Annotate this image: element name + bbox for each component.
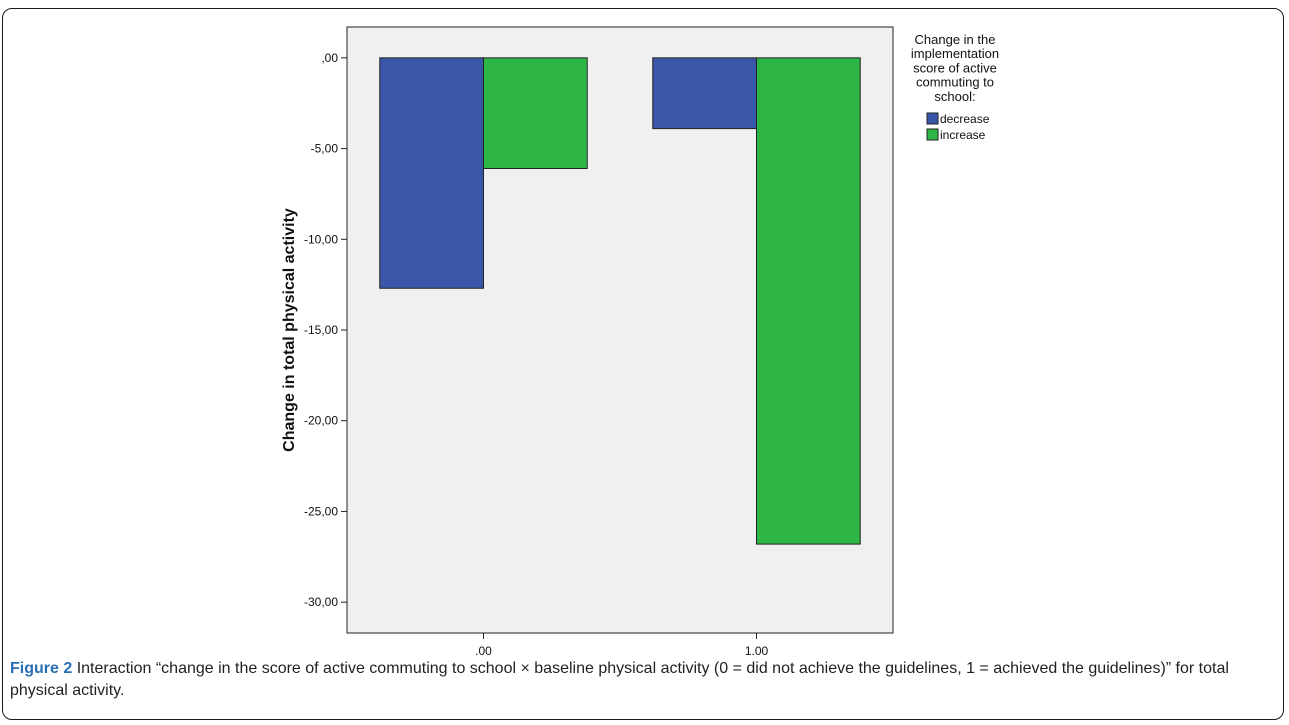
y-tick-label: -15,00 [304, 323, 338, 337]
legend-title-line: commuting to [916, 75, 994, 90]
caption-label: Figure 2 [10, 660, 73, 677]
figure-frame [2, 8, 1284, 720]
bar-increase [483, 57, 588, 170]
y-tick-label: -20,00 [304, 414, 338, 428]
caption-text: Interaction “change in the score of acti… [10, 660, 1229, 699]
bar-decrease [379, 57, 485, 289]
y-tick-label: ,00 [321, 51, 338, 65]
legend-title-line: implementation [911, 46, 999, 61]
y-tick-label: -5,00 [311, 142, 339, 156]
legend-title-line: school: [934, 89, 975, 104]
x-tick-label: 1.00 [745, 644, 769, 658]
bar-decrease [652, 57, 758, 130]
x-tick-label: .00 [475, 644, 492, 658]
y-tick-label: -30,00 [304, 595, 338, 609]
legend-swatch-increase [926, 128, 939, 141]
bar-chart: ,00 -5,00 -10,00 -15,00 -20,00 -25,00 -30,00 .… [281, 26, 999, 658]
legend-label-increase: increase [940, 128, 986, 142]
figure-caption: Figure 2 Interaction “change in the scor… [10, 658, 1270, 702]
y-tick-label: -10,00 [304, 232, 338, 246]
y-axis-label: Change in total physical activity [281, 208, 298, 452]
legend-swatch-decrease [926, 112, 939, 125]
legend-title-line: score of active [913, 60, 997, 75]
y-tick-label: -25,00 [304, 504, 338, 518]
legend-label-decrease: decrease [940, 112, 990, 126]
legend-title-line: Change in the [915, 32, 996, 47]
bar-increase [756, 57, 861, 545]
